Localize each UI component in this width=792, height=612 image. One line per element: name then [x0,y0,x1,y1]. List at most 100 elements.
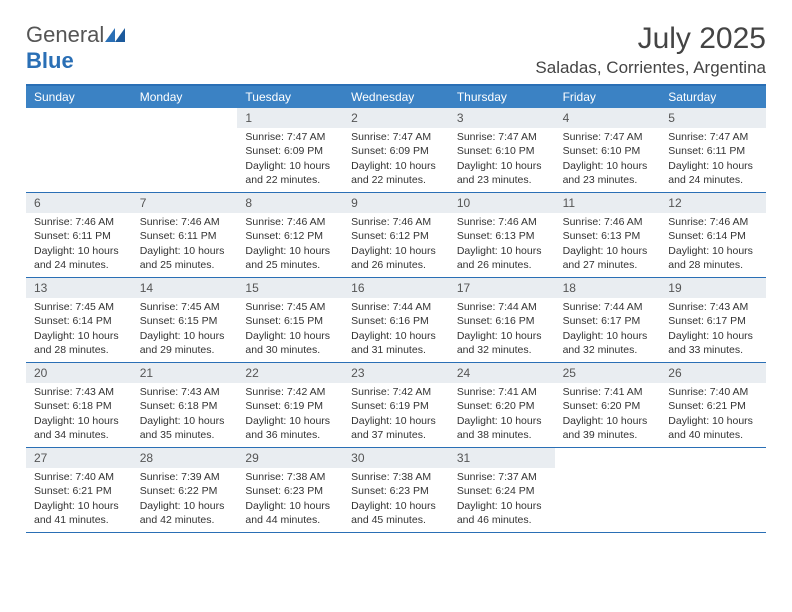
sunset-text: Sunset: 6:15 PM [245,314,335,328]
calendar-cell: 14 Sunrise: 7:45 AMSunset: 6:15 PMDayligh… [132,278,238,362]
day-number: 2 [343,108,449,128]
daylight-text: Daylight: 10 hours and 42 minutes. [140,499,230,527]
week-row: 20Sunrise: 7:43 AMSunset: 6:18 PMDayligh… [26,363,766,448]
sunset-text: Sunset: 6:18 PM [140,399,230,413]
day-number: 23 [343,363,449,383]
calendar-cell: 30Sunrise: 7:38 AMSunset: 6:23 PMDayligh… [343,448,449,532]
daylight-text: Daylight: 10 hours and 22 minutes. [351,159,441,187]
day-info: Sunrise: 7:47 AMSunset: 6:11 PMDaylight:… [660,128,766,191]
calendar-cell [660,448,766,532]
page-title: July 2025 [535,22,766,56]
sunset-text: Sunset: 6:14 PM [668,229,758,243]
daylight-text: Daylight: 10 hours and 28 minutes. [668,244,758,272]
day-info: Sunrise: 7:47 AMSunset: 6:10 PMDaylight:… [555,128,661,191]
sunrise-text: Sunrise: 7:41 AM [563,385,653,399]
week-row: 13Sunrise: 7:45 AMSunset: 6:14 PMDayligh… [26,278,766,363]
daylight-text: Daylight: 10 hours and 40 minutes. [668,414,758,442]
daylight-text: Daylight: 10 hours and 27 minutes. [563,244,653,272]
day-header-row: Sunday Monday Tuesday Wednesday Thursday… [26,86,766,108]
sunrise-text: Sunrise: 7:37 AM [457,470,547,484]
calendar-cell: 6Sunrise: 7:46 AMSunset: 6:11 PMDaylight… [26,193,132,277]
sunset-text: Sunset: 6:20 PM [563,399,653,413]
sunrise-text: Sunrise: 7:47 AM [351,130,441,144]
sunset-text: Sunset: 6:09 PM [245,144,335,158]
sunset-text: Sunset: 6:13 PM [563,229,653,243]
day-number: 15 [237,278,343,298]
sunrise-text: Sunrise: 7:47 AM [457,130,547,144]
day-info: Sunrise: 7:46 AMSunset: 6:11 PMDaylight:… [132,213,238,276]
calendar: Sunday Monday Tuesday Wednesday Thursday… [26,84,766,533]
day-info: Sunrise: 7:41 AMSunset: 6:20 PMDaylight:… [449,383,555,446]
calendar-cell: 17Sunrise: 7:44 AMSunset: 6:16 PMDayligh… [449,278,555,362]
daylight-text: Daylight: 10 hours and 24 minutes. [668,159,758,187]
calendar-cell: 10Sunrise: 7:46 AMSunset: 6:13 PMDayligh… [449,193,555,277]
daylight-text: Daylight: 10 hours and 29 minutes. [140,329,230,357]
calendar-cell: 1Sunrise: 7:47 AMSunset: 6:09 PMDaylight… [237,108,343,192]
day-header-tue: Tuesday [237,86,343,108]
day-number: 20 [26,363,132,383]
calendar-cell: 19Sunrise: 7:43 AMSunset: 6:17 PMDayligh… [660,278,766,362]
day-number: 13 [26,278,132,298]
week-row: 27Sunrise: 7:40 AMSunset: 6:21 PMDayligh… [26,448,766,533]
day-info: Sunrise: 7:44 AMSunset: 6:16 PMDaylight:… [343,298,449,361]
sunset-text: Sunset: 6:09 PM [351,144,441,158]
day-number: 30 [343,448,449,468]
sunrise-text: Sunrise: 7:44 AM [563,300,653,314]
day-number: 19 [660,278,766,298]
title-block: July 2025 Saladas, Corrientes, Argentina [535,22,766,78]
sunrise-text: Sunrise: 7:38 AM [245,470,335,484]
day-info: Sunrise: 7:47 AMSunset: 6:09 PMDaylight:… [237,128,343,191]
calendar-cell: 12 Sunrise: 7:46 AMSunset: 6:14 PMDayligh… [660,193,766,277]
sunset-text: Sunset: 6:22 PM [140,484,230,498]
day-number: 18 [555,278,661,298]
day-info: Sunrise: 7:39 AMSunset: 6:22 PMDaylight:… [132,468,238,531]
daylight-text: Daylight: 10 hours and 23 minutes. [457,159,547,187]
sunset-text: Sunset: 6:13 PM [457,229,547,243]
day-number: 17 [449,278,555,298]
sunset-text: Sunset: 6:15 PM [140,314,230,328]
calendar-cell: 18Sunrise: 7:44 AMSunset: 6:17 PMDayligh… [555,278,661,362]
daylight-text: Daylight: 10 hours and 32 minutes. [457,329,547,357]
calendar-cell: 8Sunrise: 7:46 AMSunset: 6:12 PMDaylight… [237,193,343,277]
day-number: 10 [449,193,555,213]
sunset-text: Sunset: 6:17 PM [668,314,758,328]
day-info: Sunrise: 7:46 AMSunset: 6:11 PMDaylight:… [26,213,132,276]
day-number: 5 [660,108,766,128]
calendar-cell [26,108,132,192]
logo-text-part1: General [26,22,104,47]
calendar-cell: 7Sunrise: 7:46 AMSunset: 6:11 PMDaylight… [132,193,238,277]
week-row: 1Sunrise: 7:47 AMSunset: 6:09 PMDaylight… [26,108,766,193]
sunrise-text: Sunrise: 7:47 AM [245,130,335,144]
day-number: 14 [132,278,238,298]
calendar-cell: 21Sunrise: 7:43 AMSunset: 6:18 PMDayligh… [132,363,238,447]
sunrise-text: Sunrise: 7:47 AM [668,130,758,144]
calendar-cell: 31Sunrise: 7:37 AMSunset: 6:24 PMDayligh… [449,448,555,532]
sunset-text: Sunset: 6:21 PM [34,484,124,498]
calendar-cell: 15Sunrise: 7:45 AMSunset: 6:15 PMDayligh… [237,278,343,362]
logo-text: GeneralBlue [26,22,125,74]
sunrise-text: Sunrise: 7:46 AM [245,215,335,229]
day-number: 12 [660,193,766,213]
day-info: Sunrise: 7:44 AMSunset: 6:17 PMDaylight:… [555,298,661,361]
calendar-cell: 26Sunrise: 7:40 AMSunset: 6:21 PMDayligh… [660,363,766,447]
daylight-text: Daylight: 10 hours and 28 minutes. [34,329,124,357]
sunset-text: Sunset: 6:23 PM [351,484,441,498]
sunset-text: Sunset: 6:12 PM [351,229,441,243]
sunset-text: Sunset: 6:23 PM [245,484,335,498]
sunrise-text: Sunrise: 7:43 AM [140,385,230,399]
day-header-thu: Thursday [449,86,555,108]
sunrise-text: Sunrise: 7:46 AM [34,215,124,229]
calendar-cell: 20Sunrise: 7:43 AMSunset: 6:18 PMDayligh… [26,363,132,447]
day-number: 11 [555,193,661,213]
weeks-container: 1Sunrise: 7:47 AMSunset: 6:09 PMDaylight… [26,108,766,533]
day-info: Sunrise: 7:43 AMSunset: 6:18 PMDaylight:… [26,383,132,446]
daylight-text: Daylight: 10 hours and 46 minutes. [457,499,547,527]
day-info: Sunrise: 7:40 AMSunset: 6:21 PMDaylight:… [660,383,766,446]
sunrise-text: Sunrise: 7:45 AM [140,300,230,314]
daylight-text: Daylight: 10 hours and 25 minutes. [245,244,335,272]
week-row: 6Sunrise: 7:46 AMSunset: 6:11 PMDaylight… [26,193,766,278]
day-info: Sunrise: 7:45 AMSunset: 6:14 PMDaylight:… [26,298,132,361]
sunrise-text: Sunrise: 7:46 AM [668,215,758,229]
calendar-cell: 27Sunrise: 7:40 AMSunset: 6:21 PMDayligh… [26,448,132,532]
calendar-cell [555,448,661,532]
